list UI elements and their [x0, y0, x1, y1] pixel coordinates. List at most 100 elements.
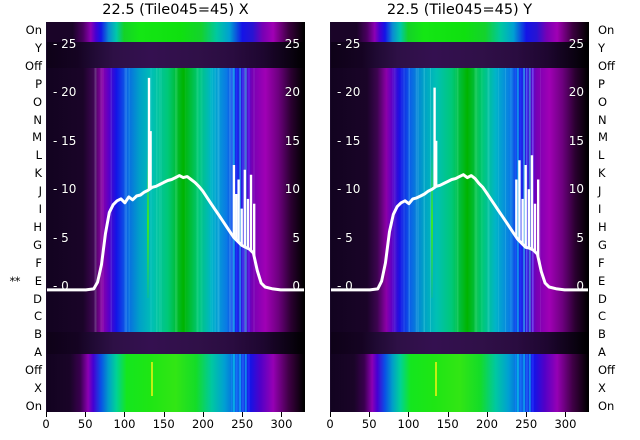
category-label-y-1: Y — [598, 40, 606, 55]
xtick-mark-200 — [486, 412, 488, 417]
xtick-label-250: 250 — [515, 417, 538, 431]
category-label-n-5: N — [33, 112, 42, 127]
xtick-label-300: 300 — [554, 417, 577, 431]
category-label-on-21: On — [598, 399, 615, 413]
inner-ytick-20: - 20 — [53, 85, 77, 100]
inner-ytick-15: 15 — [284, 133, 300, 148]
category-label-j-9: J — [38, 184, 42, 199]
xtick-label-150: 150 — [436, 417, 459, 431]
inner-ytick-20: 20 — [568, 85, 584, 100]
inner-ytick-5: - 5 — [53, 230, 69, 245]
category-label-d-15: D — [598, 291, 607, 306]
panel-y-title: 22.5 (Tile045=45) Y — [386, 2, 533, 18]
xtick-label-250: 250 — [231, 417, 254, 431]
category-label-c-16: C — [598, 309, 607, 324]
category-label-p-3: P — [35, 76, 42, 91]
xtick-label-200: 200 — [475, 417, 498, 431]
category-label-off-2: Off — [598, 58, 615, 73]
inner-ytick-10: 10 — [284, 182, 300, 197]
category-label-a-18: A — [598, 345, 606, 360]
heat-band-gap-upper — [331, 42, 588, 68]
panel-x-plot[interactable]: - 25- 20- 15- 10- 5- 0 25 20 15 10 5 0 — [46, 22, 305, 412]
xtick-label-100: 100 — [397, 417, 420, 431]
xtick-label-50: 50 — [361, 417, 377, 431]
inner-ytick-25: - 25 — [337, 37, 361, 51]
right-category-axis: On Y Off P O N M L K J I H G F E D C B A Off X On — [594, 24, 640, 412]
category-label-i-10: I — [598, 202, 602, 217]
xtick-mark-100 — [408, 412, 410, 417]
panel-y-xaxis: 0 50 100 150 200 250 300 — [326, 412, 589, 440]
heat-band-top — [47, 22, 304, 42]
panel-y-curve — [331, 22, 588, 412]
category-label-l-7: L — [35, 148, 42, 163]
category-label-f-13: F — [35, 255, 42, 270]
category-label-o-4: O — [32, 94, 42, 109]
category-label-p-3: P — [598, 76, 605, 91]
xtick-mark-200 — [202, 412, 204, 417]
category-label-d-15: D — [33, 291, 42, 306]
inner-ytick-20: 20 — [284, 85, 300, 100]
xtick-mark-150 — [163, 412, 165, 417]
inner-ytick-5: 5 — [576, 230, 584, 245]
category-label-m-6: M — [32, 130, 42, 145]
heat-band-gap-lower — [331, 332, 588, 354]
inner-ytick-20: - 20 — [337, 85, 361, 100]
category-label-i-10: I — [38, 202, 42, 217]
category-label-k-8: K — [34, 166, 42, 181]
xtick-label-200: 200 — [191, 417, 214, 431]
category-label-l-7: L — [598, 148, 605, 163]
xtick-mark-0 — [46, 412, 47, 417]
inner-ytick-25: - 25 — [53, 37, 77, 51]
category-label-x-20: X — [598, 381, 606, 396]
category-label-e-14: E — [34, 273, 42, 288]
inner-ytick-5: 5 — [292, 230, 300, 245]
xtick-mark-150 — [447, 412, 449, 417]
xtick-label-50: 50 — [77, 417, 93, 431]
heat-band-bottom-cluster — [47, 354, 304, 412]
xtick-mark-250 — [526, 412, 528, 417]
left-category-axis: On Y Off P O N M L K J I H G F E ** D C B A Off X On — [0, 24, 46, 412]
category-label-k-8: K — [598, 166, 606, 181]
panel-x-curve — [47, 22, 304, 412]
curve-path — [47, 174, 304, 292]
xtick-mark-50 — [369, 412, 371, 417]
category-label-off-19: Off — [25, 363, 42, 378]
xtick-mark-300 — [565, 412, 567, 417]
category-label-c-16: C — [33, 309, 42, 324]
curve-path — [331, 173, 588, 292]
xtick-label-300: 300 — [270, 417, 293, 431]
panel-y-plot[interactable]: - 25- 20- 15- 10- 5- 0 25 20 15 10 5 0 — [330, 22, 589, 412]
xtick-mark-300 — [281, 412, 283, 417]
category-label-m-6: M — [598, 130, 608, 145]
inner-ytick-25: 25 — [568, 37, 584, 51]
category-label-a-18: A — [34, 345, 42, 360]
category-label-n-5: N — [598, 112, 607, 127]
category-label-on-0: On — [598, 23, 615, 37]
inner-ytick-15: - 15 — [337, 133, 361, 148]
inner-ytick-10: - 10 — [53, 182, 77, 197]
category-label-j-9: J — [598, 184, 602, 199]
heat-band-gap-upper — [47, 42, 304, 68]
category-marker-asterisks: ** — [9, 273, 21, 288]
category-label-h-11: H — [598, 219, 607, 234]
category-label-off-19: Off — [598, 363, 615, 378]
xtick-mark-0 — [330, 412, 331, 417]
inner-ytick-10: 10 — [568, 182, 584, 197]
heat-yellow-column-artifact — [151, 362, 153, 396]
panel-x-xaxis: 0 50 100 150 200 250 300 — [42, 412, 305, 440]
xtick-mark-50 — [85, 412, 87, 417]
heat-band-gap-lower — [47, 332, 304, 354]
category-label-g-12: G — [598, 237, 607, 252]
heat-band-bottom-cluster — [331, 354, 588, 412]
heat-yellow-column-artifact — [435, 362, 437, 396]
panel-x-title: 22.5 (Tile045=45) X — [102, 2, 249, 18]
xtick-mark-100 — [124, 412, 126, 417]
inner-ytick-5: - 5 — [337, 230, 353, 245]
heat-band-top — [331, 22, 588, 42]
inner-ytick-0: 0 — [292, 279, 300, 293]
xtick-label-150: 150 — [152, 417, 175, 431]
category-label-b-17: B — [598, 327, 606, 342]
heat-green-column-artifact — [147, 148, 149, 298]
category-label-o-4: O — [598, 94, 608, 109]
